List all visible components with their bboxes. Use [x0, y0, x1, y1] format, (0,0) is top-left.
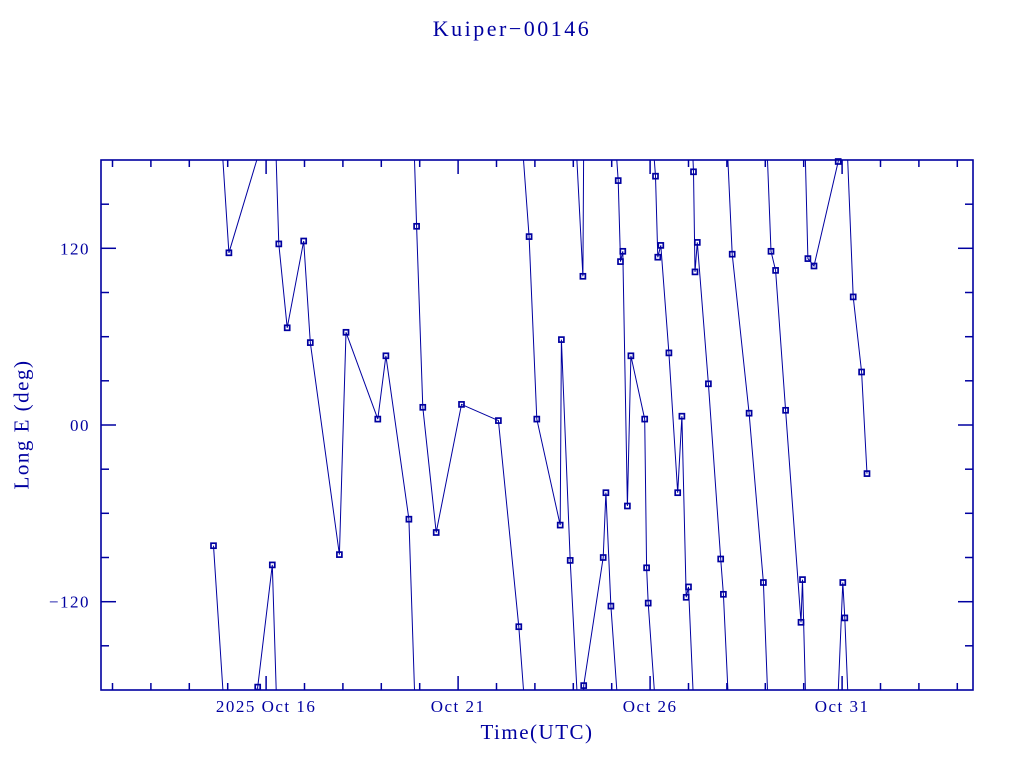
data-point-marker [210, 542, 217, 550]
data-point-marker [717, 555, 725, 563]
data-point-marker [617, 258, 624, 265]
data-point-marker [607, 602, 615, 610]
data-point-marker [693, 239, 701, 246]
y-ticks [101, 203, 973, 647]
data-point-marker [834, 158, 842, 165]
y-tick-label: 00 [70, 416, 90, 435]
data-point-marker [432, 529, 440, 536]
data-point-marker [525, 233, 533, 240]
plot-border [100, 159, 974, 691]
x-ticks [111, 160, 959, 690]
data-point-marker [283, 324, 291, 332]
x-tick-label: Oct 21 [431, 697, 486, 716]
y-tick-label: 120 [60, 239, 90, 258]
data-point-marker [558, 336, 565, 343]
data-point-marker [691, 268, 699, 276]
data-point-marker [654, 253, 662, 261]
data-point-marker [602, 489, 610, 497]
data-point-marker [599, 554, 607, 561]
x-tick-labels: 2025 Oct 16 Oct 21 Oct 26 Oct 31 [216, 697, 870, 716]
data-point-marker [495, 417, 502, 424]
data-point-marker [342, 328, 350, 336]
x-tick-label: 2025 Oct 16 [216, 697, 317, 716]
data-point-marker [841, 614, 849, 622]
data-point-marker [275, 240, 283, 248]
data-point-marker [685, 583, 692, 591]
data-point-marker [533, 415, 541, 423]
data-point-marker [225, 249, 233, 257]
data-point-marker [374, 415, 382, 423]
x-axis-label: Time(UTC) [480, 720, 594, 744]
y-tick-labels: 120 00 −120 [49, 239, 90, 612]
data-point-marker [760, 579, 767, 586]
data-point-marker [657, 242, 665, 249]
data-point-marker [419, 403, 427, 411]
data-point-marker [579, 272, 587, 280]
data-point-marker [627, 352, 635, 360]
data-point-marker [300, 237, 308, 245]
data-point-marker [849, 293, 857, 301]
data-point-marker [643, 564, 650, 572]
data-point-marker [619, 247, 627, 255]
data-point-marker [306, 339, 314, 346]
data-point-marker [614, 177, 622, 184]
data-point-marker [767, 247, 775, 255]
data-point-marker [728, 250, 736, 258]
x-tick-label: Oct 26 [623, 697, 678, 716]
data-point-marker [641, 415, 649, 423]
data-point-marker [458, 401, 465, 408]
data-point-marker [690, 168, 697, 176]
data-point-marker [382, 352, 390, 360]
data-point-markers [210, 158, 871, 691]
data-point-marker [858, 368, 865, 376]
data-point-marker [799, 576, 806, 583]
data-point-marker [720, 590, 727, 598]
data-point-marker [810, 262, 818, 270]
data-point-marker [652, 172, 659, 180]
data-point-marker [678, 412, 686, 420]
data-point-marker [566, 557, 574, 564]
y-axis-label: Long E (deg) [9, 359, 34, 490]
data-point-marker [580, 682, 588, 689]
chart-title: Kuiper−00146 [432, 16, 592, 41]
data-point-marker [336, 551, 343, 558]
data-point-marker [682, 593, 690, 601]
data-point-marker [863, 470, 871, 477]
data-point-marker [772, 267, 779, 274]
data-point-marker [705, 380, 712, 388]
data-point-marker [556, 521, 564, 529]
data-polyline [213, 159, 868, 691]
data-point-marker [644, 599, 652, 607]
data-point-marker [745, 409, 753, 417]
data-point-marker [515, 623, 523, 631]
data-point-marker [797, 618, 805, 626]
y-tick-label: −120 [49, 593, 90, 612]
data-point-marker [665, 349, 673, 357]
data-point-marker [413, 222, 420, 230]
data-point-marker [674, 489, 682, 497]
data-point-marker [782, 406, 789, 414]
data-point-marker [804, 255, 812, 262]
data-point-marker [268, 561, 276, 569]
data-point-marker [624, 502, 631, 510]
data-point-marker [839, 579, 847, 586]
data-point-marker [405, 515, 413, 523]
x-tick-label: Oct 31 [815, 697, 870, 716]
